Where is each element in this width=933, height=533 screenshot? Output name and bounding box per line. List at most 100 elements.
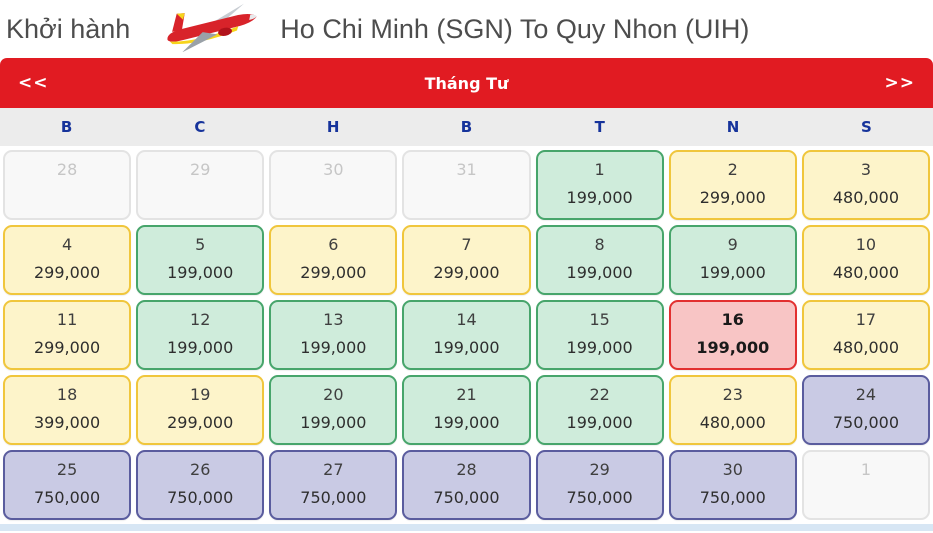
calendar-day-cell[interactable]: 20 199,000	[269, 375, 398, 445]
calendar-grid: 28 29 30 31 1 199,000 2 299,000 3 480,00…	[0, 146, 933, 520]
calendar-day-cell[interactable]: 21 199,000	[402, 375, 531, 445]
day-number: 30	[323, 160, 344, 179]
day-number: 8	[594, 235, 605, 254]
calendar-day-cell[interactable]: 2 299,000	[668, 150, 797, 220]
calendar-day-cell[interactable]: 3 480,000	[801, 150, 930, 220]
calendar-day-cell[interactable]: 7 299,000	[402, 225, 531, 295]
fare-price: 199,000	[433, 413, 500, 432]
vietjet-plane-icon	[152, 2, 264, 56]
calendar-day-cell[interactable]: 11 299,000	[3, 300, 132, 370]
weekday-label: B	[60, 118, 73, 136]
calendar-day-cell[interactable]: 15 199,000	[535, 300, 664, 370]
calendar-day-cell: 31	[402, 150, 531, 220]
fare-price: 399,000	[33, 413, 101, 432]
page-header: Khởi hành Ho Chi Minh (SGN) To Qu	[0, 0, 933, 58]
calendar-day-cell[interactable]: 26 750,000	[136, 450, 265, 520]
calendar-day-cell: 28	[3, 150, 132, 220]
prev-month-button[interactable]: <<	[18, 73, 49, 93]
day-number: 10	[855, 235, 877, 254]
day-number: 14	[456, 310, 477, 329]
calendar-day-cell[interactable]: 13 199,000	[269, 300, 398, 370]
fare-price: 199,000	[167, 338, 234, 357]
day-number: 6	[328, 235, 339, 254]
calendar-day-cell[interactable]: 22 199,000	[535, 375, 664, 445]
calendar-day-cell[interactable]: 23 480,000	[668, 375, 797, 445]
day-number: 28	[56, 160, 78, 179]
calendar-day-cell[interactable]: 14 199,000	[402, 300, 531, 370]
fare-price: 750,000	[566, 488, 633, 507]
calendar-day-cell[interactable]: 29 750,000	[535, 450, 664, 520]
calendar-day-cell[interactable]: 17 480,000	[801, 300, 930, 370]
calendar-day-cell[interactable]: 6 299,000	[269, 225, 398, 295]
calendar-day-cell[interactable]: 8 199,000	[535, 225, 664, 295]
calendar-day-cell[interactable]: 5 199,000	[136, 225, 265, 295]
calendar-day-cell: 1	[801, 450, 930, 520]
calendar-day-cell[interactable]: 16 199,000	[668, 300, 797, 370]
fare-price: 480,000	[832, 338, 899, 357]
calendar-day-cell[interactable]: 1 199,000	[535, 150, 664, 220]
fare-price: 199,000	[566, 338, 633, 357]
departure-label: Khởi hành	[6, 13, 131, 44]
day-number: 21	[456, 385, 477, 404]
calendar-day-cell: 29	[136, 150, 265, 220]
bottom-strip	[0, 524, 933, 531]
calendar-day-cell[interactable]: 10 480,000	[801, 225, 930, 295]
day-number: 19	[190, 385, 211, 404]
day-number: 28	[456, 460, 477, 479]
day-number: 18	[56, 385, 78, 404]
next-month-button[interactable]: >>	[884, 73, 915, 93]
calendar-day-cell[interactable]: 27 750,000	[269, 450, 398, 520]
day-number: 15	[589, 310, 610, 329]
day-number: 3	[860, 160, 871, 179]
day-number: 27	[323, 460, 344, 479]
fare-price: 199,000	[566, 263, 633, 282]
fare-price: 750,000	[300, 488, 367, 507]
calendar-day-cell[interactable]: 4 299,000	[3, 225, 132, 295]
day-number: 5	[195, 235, 206, 254]
day-number: 16	[721, 310, 744, 329]
day-number: 20	[323, 385, 344, 404]
calendar-day-cell: 30	[269, 150, 398, 220]
fare-price: 480,000	[832, 263, 899, 282]
day-number: 9	[727, 235, 738, 254]
calendar-day-cell[interactable]: 19 299,000	[136, 375, 265, 445]
day-number: 2	[727, 160, 738, 179]
fare-price: 199,000	[300, 413, 367, 432]
fare-price: 480,000	[832, 188, 899, 207]
fare-price: 480,000	[699, 413, 766, 432]
day-number: 31	[456, 160, 477, 179]
weekday-label: S	[860, 118, 872, 136]
day-number: 1	[860, 460, 871, 479]
calendar-day-cell[interactable]: 12 199,000	[136, 300, 265, 370]
calendar-day-cell[interactable]: 28 750,000	[402, 450, 531, 520]
day-number: 30	[722, 460, 743, 479]
day-number: 25	[56, 460, 78, 479]
fare-price: 299,000	[33, 263, 101, 282]
day-number: 23	[722, 385, 743, 404]
fare-price: 750,000	[832, 413, 899, 432]
fare-price: 299,000	[433, 263, 500, 282]
day-number: 26	[190, 460, 211, 479]
weekday-label: T	[594, 118, 605, 136]
fare-price: 750,000	[699, 488, 766, 507]
day-number: 29	[589, 460, 610, 479]
weekday-label: N	[726, 118, 740, 136]
calendar-day-cell[interactable]: 9 199,000	[668, 225, 797, 295]
fare-price: 750,000	[33, 488, 101, 507]
day-number: 17	[855, 310, 877, 329]
fare-price: 299,000	[699, 188, 766, 207]
weekday-label: C	[194, 118, 206, 136]
calendar-day-cell[interactable]: 18 399,000	[3, 375, 132, 445]
month-label: Tháng Tư	[424, 73, 509, 93]
fare-price: 199,000	[433, 338, 500, 357]
fare-price: 199,000	[167, 263, 234, 282]
fare-price: 199,000	[300, 338, 367, 357]
fare-price: 299,000	[33, 338, 101, 357]
calendar-day-cell[interactable]: 25 750,000	[3, 450, 132, 520]
fare-price: 199,000	[696, 338, 770, 357]
fare-price: 750,000	[433, 488, 500, 507]
day-number: 4	[61, 235, 73, 254]
calendar-day-cell[interactable]: 24 750,000	[801, 375, 930, 445]
calendar-day-cell[interactable]: 30 750,000	[668, 450, 797, 520]
fare-price: 199,000	[566, 413, 633, 432]
